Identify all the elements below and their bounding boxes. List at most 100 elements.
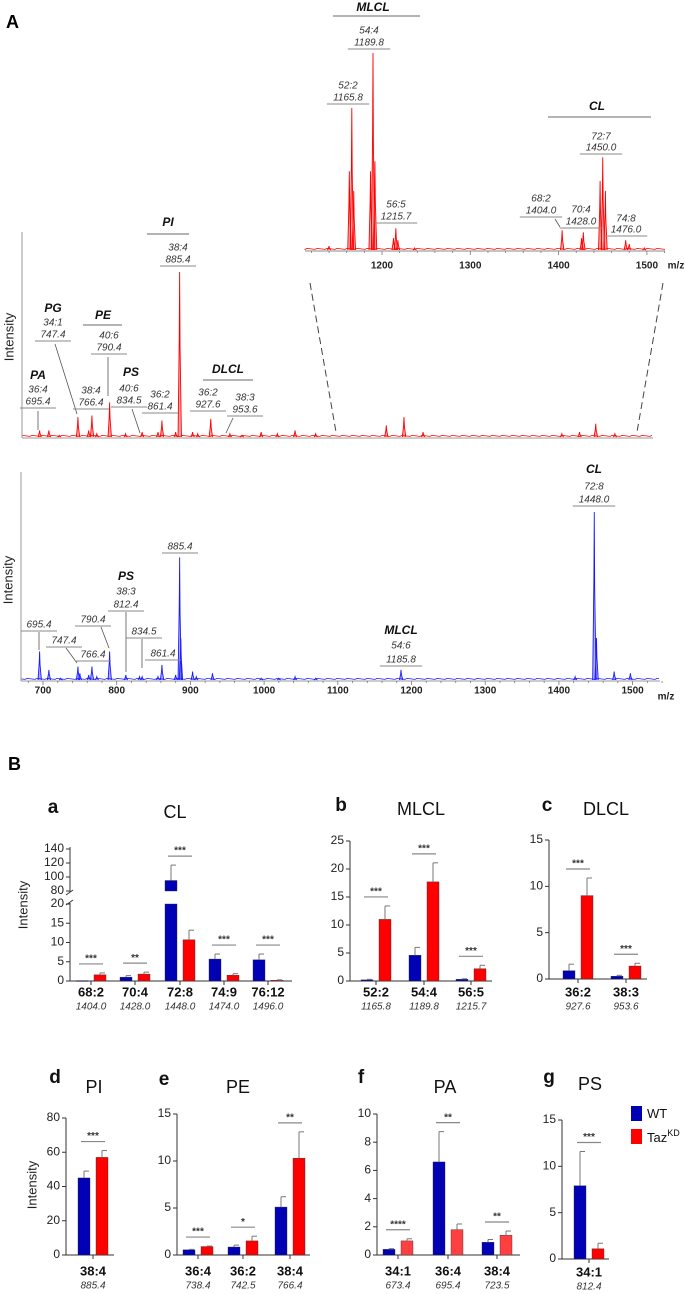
category-label: 36:2	[230, 1263, 256, 1278]
species-label: 68:2	[531, 194, 551, 205]
y-tick-label: 0	[364, 1247, 371, 1261]
y-tick-label: 5	[549, 1205, 556, 1219]
significance-stars: ***	[85, 954, 97, 965]
y-tick-label: 10	[331, 917, 345, 931]
bar-wt	[562, 970, 576, 980]
mz-label: 834.5	[116, 396, 141, 407]
category-mz-label: 1496.0	[253, 1002, 284, 1013]
spectrum-peak	[327, 245, 332, 251]
bar-chart-c: c DLCL 0 5 10 15 36:2 927.6 *** 38:3 953.6 ***	[530, 795, 647, 1013]
spectrum-peak	[581, 232, 586, 251]
significance-stars: ***	[262, 935, 274, 946]
category-mz-label: 1404.0	[76, 1002, 107, 1013]
spectrum-peak	[140, 431, 145, 438]
x-tick-label: 1300	[474, 686, 497, 697]
peak-annotation: 790.4	[75, 615, 111, 649]
category-mz-label: 738.4	[185, 1281, 210, 1292]
spectrum-peak	[37, 430, 42, 438]
bar-tazkd	[473, 968, 487, 982]
spectrum-baseline	[21, 434, 653, 437]
chart-title: MLCL	[397, 799, 445, 819]
panel-letter: g	[543, 1067, 555, 1088]
category-label: 56:5	[458, 984, 484, 999]
panel-letter: a	[48, 797, 59, 818]
spectrum-peak	[401, 417, 407, 438]
significance-stars: **	[444, 1112, 452, 1123]
y-tick-label: 15	[543, 1112, 557, 1126]
mz-label: 1448.0	[579, 495, 610, 506]
spectrum-peak	[155, 431, 161, 438]
bar-wt	[360, 979, 374, 982]
spectrum-peak	[276, 677, 281, 681]
y-axis-label: Intensity	[0, 555, 15, 604]
spectrum-2: 700 800 900 1000 1100 1200 1300 1400 1500 m/z Inte…	[0, 462, 674, 702]
spectrum-peak	[37, 651, 42, 681]
y-tick-label: 4	[364, 1191, 371, 1205]
species-label: 38:3	[235, 393, 255, 404]
x-axis-label: m/z	[658, 692, 675, 703]
spectrum-peak	[293, 430, 298, 438]
spectrum-peak	[89, 666, 95, 681]
chart-title: PA	[434, 1077, 457, 1097]
y-tick-label: 60	[47, 1144, 61, 1158]
bar-wt	[77, 1177, 91, 1256]
mz-label: 861.4	[150, 649, 175, 660]
category-label: 34:1	[576, 1264, 602, 1279]
peak-annotation: MLCL	[333, 0, 420, 17]
leader-line	[131, 408, 141, 434]
y-tick-label: 2	[364, 1219, 371, 1233]
spectrum-peak	[94, 674, 99, 681]
bar-wt	[227, 1246, 241, 1256]
y-tick-label: 5	[337, 945, 344, 959]
bar-tazkd	[499, 1235, 513, 1256]
spectrum-peak	[77, 673, 83, 681]
species-label: 38:4	[81, 386, 101, 397]
spectrum-peak	[642, 246, 647, 251]
spectrum-peak	[398, 669, 404, 681]
significance-stars: ***	[192, 1227, 204, 1238]
mz-label: 1428.0	[566, 217, 597, 228]
x-tick-label: 1500	[636, 261, 659, 272]
category-label: 72:8	[167, 984, 193, 999]
y-tick-label: 10	[158, 1153, 172, 1167]
spectrum-peak	[107, 651, 112, 681]
y-tick-label: 0	[536, 971, 543, 985]
species-label: 40:6	[99, 331, 119, 342]
significance-stars: ****	[390, 1219, 406, 1230]
significance-stars: **	[286, 1113, 294, 1124]
y-tick-label: 10	[530, 879, 544, 893]
spectrum-peak	[159, 664, 165, 681]
spectrum-peak	[592, 511, 597, 681]
panel-letter: f	[358, 1067, 365, 1088]
significance-stars: ***	[418, 843, 430, 854]
bar-wt	[408, 955, 422, 982]
y-tick-label: 20	[51, 896, 65, 910]
category-label: 68:2	[78, 984, 104, 999]
species-label: 38:3	[116, 587, 136, 598]
panel-letter: b	[335, 795, 347, 816]
spectrum-peak	[598, 181, 603, 251]
chart-title: PI	[85, 1077, 102, 1097]
panel-letter: e	[159, 1069, 170, 1090]
mz-label: 1189.8	[354, 38, 384, 49]
spectrum-peak	[227, 432, 233, 438]
x-tick-label: 1100	[327, 686, 349, 697]
x-axis-label: m/z	[668, 261, 685, 272]
y-tick-label: 80	[51, 883, 65, 897]
category-label: 34:1	[385, 1263, 411, 1278]
lipid-class-label: PS	[123, 365, 139, 379]
y-tick-label: 15	[530, 832, 544, 846]
mz-label: 747.4	[40, 330, 65, 341]
y-tick-label: 15	[158, 1106, 172, 1120]
spectrum-peak	[195, 432, 200, 438]
peak-annotation: PS 38:3 812.4	[108, 569, 144, 672]
